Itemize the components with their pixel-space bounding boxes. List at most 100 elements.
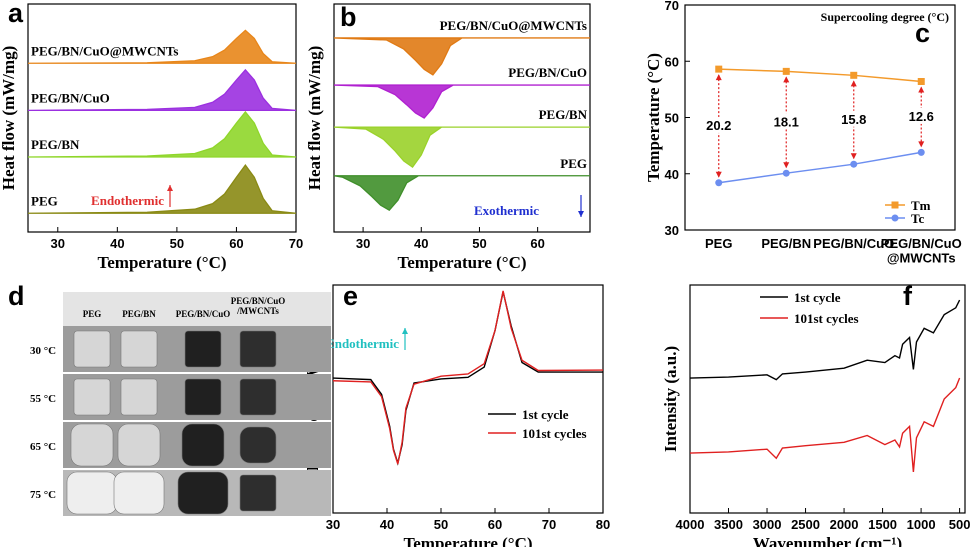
- panel-letter: c: [915, 18, 930, 48]
- y-tick-label: 60: [665, 54, 679, 69]
- x-tick-label: PEG/BN/CuO: [813, 236, 894, 251]
- arrow-head: [850, 153, 857, 160]
- column-label: PEG/BN/CuO: [176, 309, 231, 319]
- series-line: [689, 377, 961, 473]
- panel-letter: a: [8, 0, 24, 28]
- annotation: Endothermic: [326, 336, 399, 351]
- row-label: 30 °C: [30, 345, 56, 357]
- annotation: Endothermic: [91, 193, 164, 208]
- annotation: Exothermic: [474, 203, 539, 218]
- sample: [239, 330, 277, 368]
- sample: [117, 423, 161, 467]
- x-tick-label: 60: [488, 517, 502, 532]
- column-label: PEG/BN/CuO/MWCNTs: [231, 296, 286, 316]
- plot-frame: [689, 284, 966, 514]
- y-axis-label: Temperature (°C): [644, 53, 663, 182]
- point: [917, 148, 925, 156]
- series-label: PEG/BN/CuO: [31, 90, 110, 105]
- point: [850, 71, 858, 79]
- sample: [177, 471, 229, 515]
- sample: [120, 378, 158, 416]
- y-tick-label: 40: [665, 167, 679, 182]
- arrow-head: [783, 76, 790, 83]
- x-tick-label: 1500: [868, 517, 897, 532]
- sample: [181, 423, 225, 467]
- plot-frame: [332, 284, 604, 514]
- series-line: [332, 290, 604, 465]
- panel-letter: b: [340, 2, 357, 32]
- series-label: PEG: [560, 156, 587, 171]
- peak-area: [27, 110, 297, 158]
- panel-letter: e: [343, 281, 358, 311]
- sample: [184, 378, 222, 416]
- x-tick-label: 50: [434, 517, 448, 532]
- supercooling-label: 20.2: [706, 118, 731, 133]
- x-tick-label: 60: [530, 236, 544, 251]
- sample: [239, 378, 277, 416]
- arrow-head: [783, 162, 790, 169]
- x-tick-label: 2000: [830, 517, 859, 532]
- label-bg: [905, 107, 938, 124]
- x-tick-label: 30: [356, 236, 370, 251]
- legend-label: 1st cycle: [522, 407, 569, 422]
- photo-header: [63, 292, 331, 326]
- sample: [73, 330, 111, 368]
- row-label: 65 °C: [30, 441, 56, 453]
- point: [850, 160, 858, 168]
- point: [782, 169, 790, 177]
- sample: [184, 330, 222, 368]
- x-tick-label: 50: [170, 236, 184, 251]
- y-axis-label: Heat flow (mW/mg): [305, 46, 324, 190]
- peak-area: [333, 84, 590, 119]
- column-label: PEG/BN: [122, 309, 156, 319]
- sample: [70, 423, 114, 467]
- arrow-head: [918, 141, 925, 148]
- x-tick-label: 3000: [753, 517, 782, 532]
- point: [917, 78, 925, 85]
- legend-label: Tc: [911, 211, 924, 226]
- x-axis-label: Temperature (°C): [403, 534, 532, 547]
- sample: [113, 471, 165, 515]
- series-label: PEG/BN/CuO: [508, 65, 587, 80]
- point: [715, 179, 723, 187]
- supercooling-label: 12.6: [909, 109, 934, 124]
- arrow-head: [578, 211, 584, 217]
- series-line: [718, 151, 922, 184]
- series-label: PEG/BN: [539, 107, 588, 122]
- legend-marker: [891, 201, 899, 209]
- row-label: 75 °C: [30, 489, 56, 501]
- x-tick-label: 30: [51, 236, 65, 251]
- peak-area: [333, 37, 590, 76]
- panel-letter: d: [8, 281, 25, 311]
- y-axis-label: Intensity (a.u.): [661, 346, 680, 452]
- sample: [239, 474, 277, 512]
- peak-area: [27, 164, 297, 214]
- series-line: [689, 299, 961, 381]
- row-label: 55 °C: [30, 393, 56, 405]
- supercooling-label: 15.8: [841, 112, 866, 127]
- sample: [73, 378, 111, 416]
- series-label: PEG/BN/CuO@MWCNTs: [31, 43, 178, 58]
- arrow-head: [167, 185, 173, 191]
- label-bg: [770, 113, 803, 130]
- x-axis-label: Temperature (°C): [397, 253, 526, 272]
- y-tick-label: 50: [665, 111, 679, 126]
- sample: [239, 426, 277, 464]
- peak-area: [333, 126, 590, 169]
- x-tick-label: 40: [110, 236, 124, 251]
- chart-title: Supercooling degree (°C): [821, 10, 949, 24]
- series-label: PEG/BN/CuO@MWCNTs: [440, 18, 587, 33]
- arrow-head: [918, 86, 925, 93]
- peak-area: [333, 175, 590, 212]
- x-axis-label: Wavenumber (cm⁻¹): [753, 534, 902, 547]
- x-tick-label: PEG: [705, 236, 732, 251]
- arrow-head: [715, 171, 722, 178]
- panel-letter: f: [903, 281, 913, 311]
- legend-label: 101st cycles: [794, 311, 859, 326]
- x-axis-label: Temperature (°C): [97, 253, 226, 272]
- sample: [120, 330, 158, 368]
- series-line: [718, 68, 922, 83]
- x-tick-label: 1000: [907, 517, 936, 532]
- plot-frame: [333, 3, 591, 233]
- point: [715, 65, 723, 73]
